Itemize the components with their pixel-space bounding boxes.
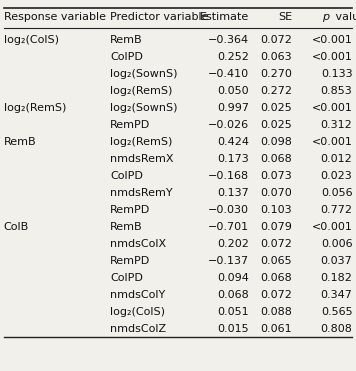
Text: 0.312: 0.312 xyxy=(321,120,352,130)
Text: −0.168: −0.168 xyxy=(208,171,249,181)
Text: RemB: RemB xyxy=(110,35,143,45)
Text: SE: SE xyxy=(278,12,292,22)
Text: 0.098: 0.098 xyxy=(260,137,292,147)
Text: 0.023: 0.023 xyxy=(321,171,352,181)
Text: 0.853: 0.853 xyxy=(321,86,352,96)
Text: log₂(SownS): log₂(SownS) xyxy=(110,103,178,113)
Text: 0.272: 0.272 xyxy=(260,86,292,96)
Text: −0.701: −0.701 xyxy=(208,222,249,232)
Text: RemB: RemB xyxy=(110,222,143,232)
Text: 0.068: 0.068 xyxy=(260,273,292,283)
Text: −0.410: −0.410 xyxy=(208,69,249,79)
Text: 0.063: 0.063 xyxy=(260,52,292,62)
Text: 0.037: 0.037 xyxy=(321,256,352,266)
Text: <0.001: <0.001 xyxy=(312,35,352,45)
Text: <0.001: <0.001 xyxy=(312,52,352,62)
Text: 0.012: 0.012 xyxy=(321,154,352,164)
Text: 0.068: 0.068 xyxy=(260,154,292,164)
Text: <0.001: <0.001 xyxy=(312,137,352,147)
Text: 0.025: 0.025 xyxy=(260,120,292,130)
Text: nmdsColX: nmdsColX xyxy=(110,239,167,249)
Text: 0.270: 0.270 xyxy=(260,69,292,79)
Text: −0.364: −0.364 xyxy=(208,35,249,45)
Text: p: p xyxy=(323,12,330,22)
Text: 0.015: 0.015 xyxy=(218,324,249,334)
Text: 0.061: 0.061 xyxy=(260,324,292,334)
Text: 0.202: 0.202 xyxy=(217,239,249,249)
Text: Estimate: Estimate xyxy=(200,12,249,22)
Text: 0.182: 0.182 xyxy=(320,273,352,283)
Text: −0.026: −0.026 xyxy=(208,120,249,130)
Text: 0.137: 0.137 xyxy=(218,188,249,198)
Text: log₂(RemS): log₂(RemS) xyxy=(4,103,66,113)
Text: 0.133: 0.133 xyxy=(321,69,352,79)
Text: 0.565: 0.565 xyxy=(321,307,352,317)
Text: 0.088: 0.088 xyxy=(260,307,292,317)
Text: 0.103: 0.103 xyxy=(260,205,292,215)
Text: −0.030: −0.030 xyxy=(208,205,249,215)
Text: RemPD: RemPD xyxy=(110,120,151,130)
Text: log₂(SownS): log₂(SownS) xyxy=(110,69,178,79)
Text: 0.347: 0.347 xyxy=(320,290,352,300)
Text: log₂(ColS): log₂(ColS) xyxy=(110,307,165,317)
Text: nmdsColZ: nmdsColZ xyxy=(110,324,167,334)
Text: ColPD: ColPD xyxy=(110,52,143,62)
Text: value: value xyxy=(333,12,356,22)
Text: 0.072: 0.072 xyxy=(260,35,292,45)
Text: 0.808: 0.808 xyxy=(320,324,352,334)
Text: nmdsRemY: nmdsRemY xyxy=(110,188,173,198)
Text: RemB: RemB xyxy=(4,137,36,147)
Text: 0.072: 0.072 xyxy=(260,239,292,249)
Text: log₂(ColS): log₂(ColS) xyxy=(4,35,58,45)
Text: nmdsRemX: nmdsRemX xyxy=(110,154,174,164)
Text: 0.173: 0.173 xyxy=(218,154,249,164)
Text: RemPD: RemPD xyxy=(110,256,151,266)
Text: <0.001: <0.001 xyxy=(312,103,352,113)
Text: 0.772: 0.772 xyxy=(320,205,352,215)
Text: <0.001: <0.001 xyxy=(312,222,352,232)
Text: −0.137: −0.137 xyxy=(208,256,249,266)
Text: 0.006: 0.006 xyxy=(321,239,352,249)
Text: 0.056: 0.056 xyxy=(321,188,352,198)
Text: 0.252: 0.252 xyxy=(217,52,249,62)
Text: 0.065: 0.065 xyxy=(260,256,292,266)
Text: 0.070: 0.070 xyxy=(260,188,292,198)
Text: RemPD: RemPD xyxy=(110,205,151,215)
Text: 0.094: 0.094 xyxy=(217,273,249,283)
Text: Response variable: Response variable xyxy=(4,12,106,22)
Text: 0.072: 0.072 xyxy=(260,290,292,300)
Text: 0.068: 0.068 xyxy=(218,290,249,300)
Text: 0.073: 0.073 xyxy=(260,171,292,181)
Text: Predictor variable: Predictor variable xyxy=(110,12,209,22)
Text: ColPD: ColPD xyxy=(110,273,143,283)
Text: 0.051: 0.051 xyxy=(218,307,249,317)
Text: nmdsColY: nmdsColY xyxy=(110,290,166,300)
Text: ColB: ColB xyxy=(4,222,29,232)
Text: log₂(RemS): log₂(RemS) xyxy=(110,86,173,96)
Text: 0.424: 0.424 xyxy=(217,137,249,147)
Text: 0.997: 0.997 xyxy=(217,103,249,113)
Text: 0.025: 0.025 xyxy=(260,103,292,113)
Text: log₂(RemS): log₂(RemS) xyxy=(110,137,173,147)
Text: 0.050: 0.050 xyxy=(218,86,249,96)
Text: 0.079: 0.079 xyxy=(260,222,292,232)
Text: ColPD: ColPD xyxy=(110,171,143,181)
